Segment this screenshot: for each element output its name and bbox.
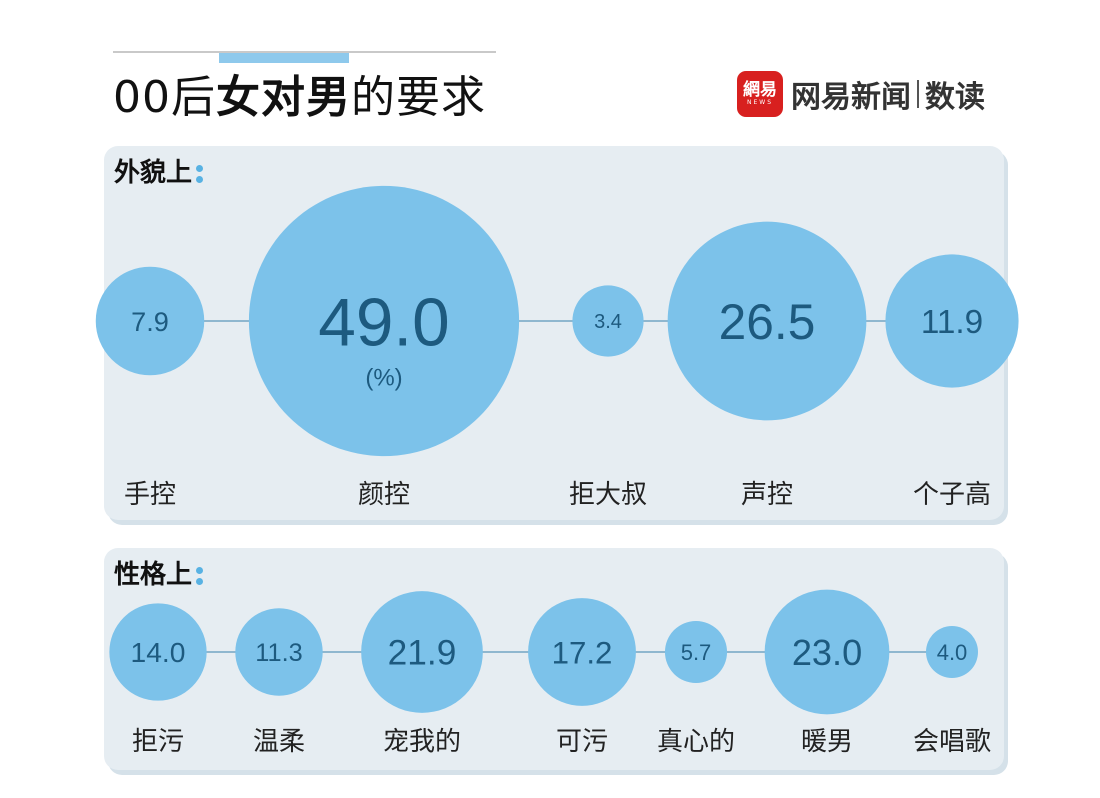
header-accent-bar: [219, 53, 349, 63]
bubble-3: [667, 221, 867, 421]
bubble-5: [764, 589, 890, 715]
unit-label: (%): [365, 364, 402, 391]
panel-title-text: 性格上: [114, 560, 193, 590]
category-label-3: 声控: [741, 480, 793, 510]
personality-panel: 性格上 14.0 拒污 11.3 温柔 21.9 宠我的 17.2 可污 5.7 真心的 23.0 暖…: [104, 548, 1004, 770]
value-label-4: 11.9: [921, 304, 983, 341]
title-suffix: 的要求: [351, 72, 486, 123]
category-label-4: 个子高: [913, 480, 991, 510]
header-rule: [113, 51, 496, 53]
bubble-2: [572, 285, 644, 357]
value-label-4: 5.7: [681, 640, 712, 665]
bubble-1: [235, 608, 323, 696]
value-label-5: 23.0: [792, 632, 862, 673]
logo-text: 網易: [743, 80, 777, 100]
brand-column-name: 数读: [925, 80, 985, 115]
category-label-3: 可污: [556, 727, 608, 757]
title-emphasis: 女对男: [216, 72, 351, 123]
bubble-4: [664, 620, 728, 684]
value-label-6: 4.0: [937, 640, 968, 665]
brand-name: 网易新闻: [791, 80, 911, 115]
category-label-5: 暖男: [801, 727, 853, 757]
category-label-4: 真心的: [657, 727, 735, 757]
brand-logo-group: 網易 NEWS 网易新闻 数读: [737, 70, 985, 118]
bubble-4: [885, 254, 1019, 388]
value-label-1: 49.0: [318, 285, 449, 360]
panel-title-appearance: 外貌上: [114, 152, 204, 189]
brand-divider: [917, 80, 919, 108]
value-label-0: 14.0: [131, 636, 186, 668]
category-label-6: 会唱歌: [913, 727, 991, 757]
page-title: 00后女对男的要求: [113, 70, 486, 126]
category-label-2: 宠我的: [383, 727, 461, 757]
netease-news-logo-icon: 網易 NEWS: [737, 71, 783, 117]
personality-bubble-chart: 14.0 拒污 11.3 温柔 21.9 宠我的 17.2 可污 5.7 真心的 23.0 暖男 4.0…: [109, 589, 991, 757]
category-label-1: 温柔: [253, 727, 305, 757]
bubble-0: [109, 603, 207, 701]
bubble-2: [361, 591, 483, 713]
category-label-0: 拒污: [132, 727, 184, 757]
appearance-bubble-chart: 7.9 手控 49.0 (%) 颜控 3.4 拒大叔 26.5 声控 11.9 个子高: [95, 185, 1019, 510]
colon-dots-icon: [196, 161, 204, 187]
bubble-0: [95, 266, 205, 376]
category-label-0: 手控: [124, 480, 176, 510]
value-label-3: 17.2: [552, 635, 613, 670]
bubble-6: [926, 626, 978, 678]
value-label-2: 21.9: [388, 634, 457, 673]
bubble-3: [528, 598, 636, 706]
category-label-2: 拒大叔: [569, 480, 647, 510]
panel-title-personality: 性格上: [114, 554, 204, 591]
value-label-1: 11.3: [255, 639, 302, 667]
value-label-3: 26.5: [719, 294, 816, 350]
title-prefix: 00后: [113, 72, 216, 123]
colon-dots-icon: [196, 563, 204, 589]
value-label-0: 7.9: [131, 306, 169, 337]
appearance-panel: 外貌上 7.9 手控 49.0 (%) 颜控 3.4 拒大叔 26.5 声控 11.9 个子高: [95, 146, 1019, 520]
category-label-1: 颜控: [358, 480, 410, 510]
panel-title-text: 外貌上: [114, 158, 193, 188]
logo-subtext: NEWS: [746, 99, 774, 106]
value-label-2: 3.4: [594, 311, 622, 333]
bubble-1: [248, 185, 520, 457]
